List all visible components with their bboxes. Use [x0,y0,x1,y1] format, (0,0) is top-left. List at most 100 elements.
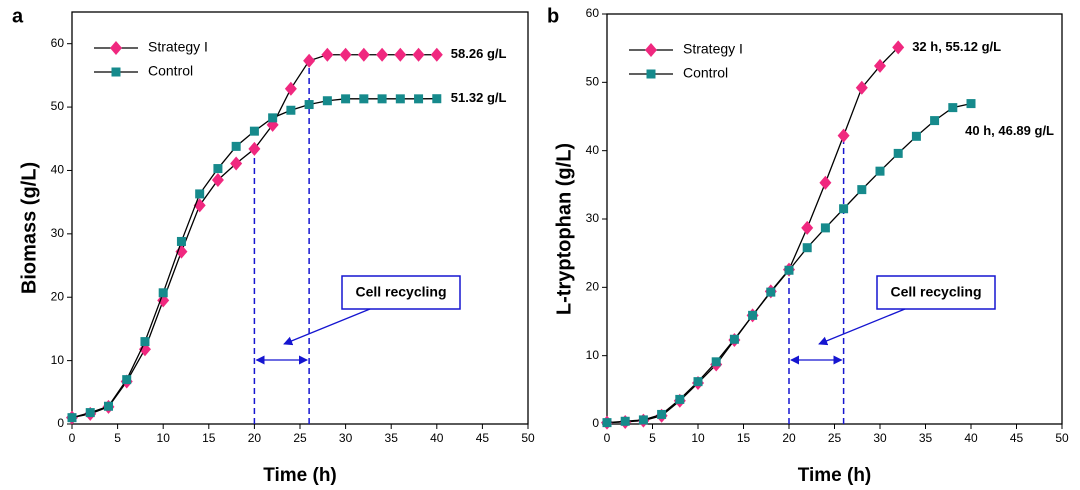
x-axis-title: Time (h) [263,465,337,486]
diamond-marker [339,47,352,62]
square-marker [286,105,296,115]
square-marker [802,243,812,253]
diamond-marker [892,40,905,55]
square-marker [395,94,405,104]
end-annotation: 58.26 g/L [451,46,507,61]
diamond-marker [412,47,425,62]
diamond-marker [248,141,261,156]
x-tick-label: 45 [1010,431,1024,445]
diamond-marker [394,47,407,62]
legend-label: Control [148,63,193,79]
y-tick-label: 40 [586,143,600,157]
square-marker [875,166,885,176]
diamond-marker [284,81,297,96]
square-marker [158,288,168,298]
x-tick-label: 45 [476,431,490,445]
callout-text: Cell recycling [355,284,446,300]
square-marker [176,236,186,246]
callout-box [341,275,461,310]
y-axis-title: Biomass (g/L) [18,162,40,294]
square-marker [341,94,351,104]
callout-arrow [283,308,371,346]
diamond-marker [855,80,868,95]
x-tick-label: 35 [919,431,933,445]
x-tick-label: 20 [782,431,796,445]
square-marker [103,401,113,411]
end-annotation: 40 h, 46.89 g/L [965,123,1054,138]
square-marker [748,310,758,320]
series-line [606,46,899,424]
x-tick-label: 10 [157,431,171,445]
legend-label: Control [683,65,728,81]
diamond-marker [801,220,814,235]
square-marker [620,416,630,426]
square-marker [268,113,278,123]
end-annotation: 32 h, 55.12 g/L [912,39,1001,54]
square-marker [948,103,958,113]
diamond-marker [110,41,122,55]
square-marker [693,377,703,387]
square-marker [67,413,77,423]
y-tick-label: 60 [51,36,65,50]
diamond-marker [430,47,443,62]
y-tick-label: 10 [586,348,600,362]
square-marker [820,223,830,233]
x-tick-label: 15 [737,431,751,445]
square-marker [122,375,132,385]
square-marker [322,96,332,106]
diamond-marker [303,53,316,68]
x-tick-label: 50 [521,431,535,445]
end-annotation: 51.32 g/L [451,90,507,105]
square-marker [857,185,867,195]
diamond-marker [837,128,850,143]
diamond-marker [819,175,832,190]
callout-arrow [818,308,906,346]
square-marker [711,357,721,367]
square-marker [140,337,150,347]
legend-label: Strategy I [683,41,743,57]
y-tick-label: 20 [51,289,65,303]
y-tick-label: 10 [51,353,65,367]
square-marker [359,94,369,104]
square-marker [304,100,314,110]
y-axis-title: L-tryptophan (g/L) [553,143,575,315]
diamond-marker [211,172,224,187]
x-tick-label: 40 [430,431,444,445]
x-tick-label: 20 [248,431,262,445]
y-tick-label: 50 [586,75,600,89]
diamond-marker [874,58,886,73]
panel-label: a [12,5,24,27]
x-tick-label: 35 [385,431,399,445]
x-tick-label: 5 [649,431,656,445]
square-marker [930,116,940,126]
square-marker [231,141,241,151]
y-tick-label: 30 [586,211,600,225]
diamond-marker [376,47,389,62]
square-marker [657,409,667,419]
x-tick-label: 0 [69,431,76,445]
square-marker [911,131,921,141]
y-tick-label: 0 [592,416,599,430]
square-marker [966,99,976,109]
square-marker [675,394,685,404]
x-tick-label: 25 [293,431,307,445]
legend-label: Strategy I [148,39,208,55]
y-tick-label: 0 [57,416,64,430]
x-tick-label: 30 [339,431,353,445]
diamond-marker [357,47,370,62]
y-tick-label: 40 [51,163,65,177]
square-marker [729,334,739,344]
x-tick-label: 5 [114,431,121,445]
y-tick-label: 20 [586,280,600,294]
square-marker [766,287,776,297]
square-marker [213,164,223,174]
square-marker [432,94,442,104]
diamond-marker [321,47,334,62]
x-tick-label: 0 [604,431,611,445]
square-marker [638,415,648,425]
square-marker [414,94,424,104]
callout-text: Cell recycling [890,284,981,300]
x-tick-label: 30 [873,431,887,445]
x-tick-label: 15 [202,431,216,445]
